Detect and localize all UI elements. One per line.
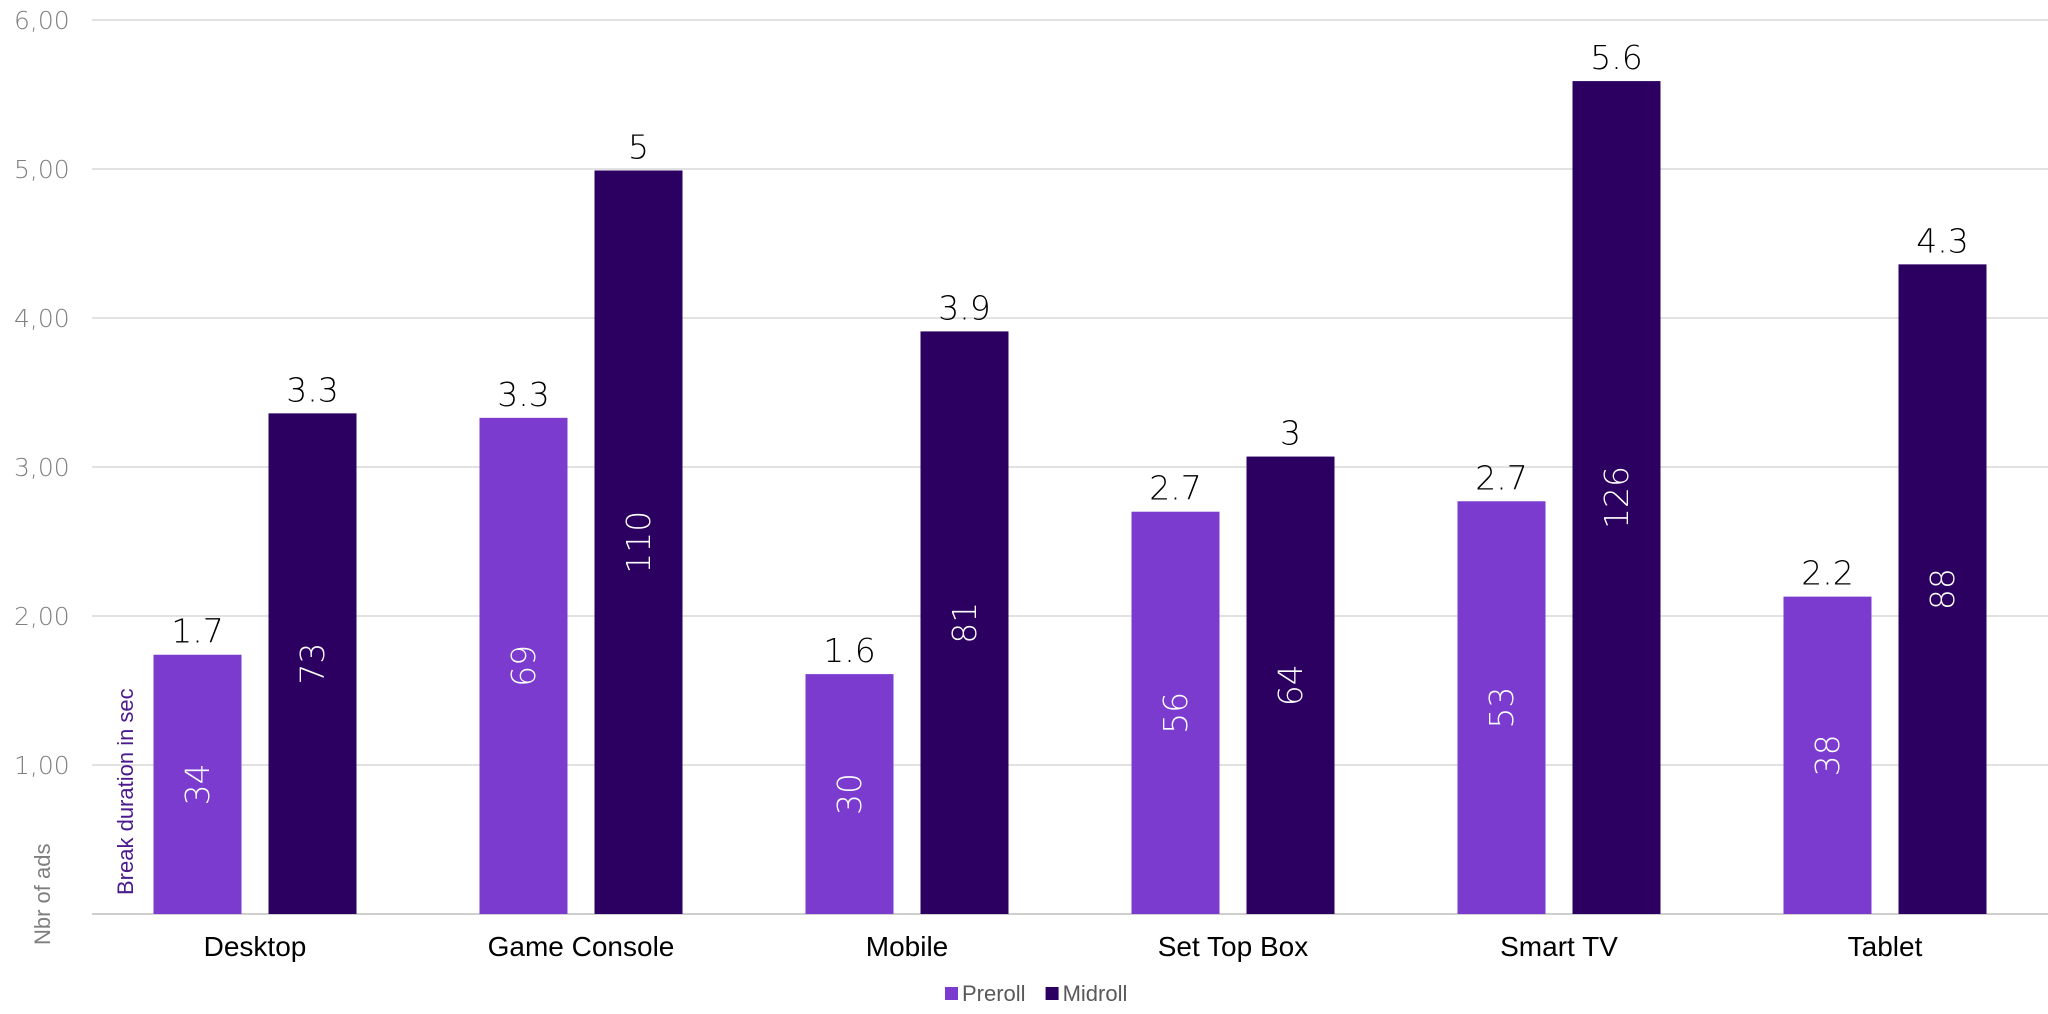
legend-label: Midroll [1063,981,1128,1006]
inner-label: 64 [1271,664,1310,706]
inner-label: 69 [504,645,543,687]
x-tick-label: Game Console [488,931,675,962]
y-axis-ticks: 6,00 5,00 4,00 3,00 2,00 1,00 [14,6,70,780]
data-label: 3 [1280,414,1301,453]
data-label: 3.3 [497,375,549,414]
inner-label: 110 [619,511,658,574]
y-tick-label: 6,00 [14,6,70,35]
data-label: 4.3 [1916,221,1968,260]
x-tick-label: Tablet [1848,931,1923,962]
legend-label: Preroll [962,981,1026,1006]
data-label: 1.7 [171,612,223,651]
bar-preroll [479,417,568,914]
gridlines [92,19,2048,915]
data-label: 2.7 [1475,458,1527,497]
bar-midroll [1572,81,1661,915]
bar-preroll [1131,511,1220,914]
bar-preroll [1457,501,1546,914]
data-label: 1.6 [823,631,875,670]
x-tick-label: Set Top Box [1158,931,1308,962]
data-label: 5.6 [1590,38,1642,77]
y-tick-label: 1,00 [14,751,70,780]
bar-preroll [805,674,894,914]
y-tick-label: 2,00 [14,602,70,631]
bar-midroll [1898,264,1987,914]
inner-label: 38 [1808,734,1847,776]
inner-label: 34 [178,763,217,805]
data-label: 3.9 [938,288,990,327]
y-tick-label: 4,00 [14,304,70,333]
x-axis-labels: Desktop Game Console Mobile Set Top Box Smar… [204,931,1923,962]
data-label: 2.7 [1149,469,1201,508]
bar-preroll [153,654,242,914]
x-tick-label: Desktop [204,931,307,962]
legend: Preroll Midroll [945,981,1127,1006]
legend-swatch [945,987,958,1000]
y-tick-label: 5,00 [14,155,70,184]
bar-midroll [1246,456,1335,914]
y-tick-label: 3,00 [14,453,70,482]
data-label: 5 [628,127,649,166]
inner-label: 30 [830,773,869,815]
inner-label: 81 [945,602,984,644]
legend-swatch [1045,987,1059,1000]
x-tick-label: Mobile [866,931,948,962]
inner-label: 56 [1156,692,1195,734]
inner-label: 53 [1482,687,1521,729]
bar-midroll [920,331,1009,914]
inner-label: 126 [1597,466,1636,529]
data-label: 2.2 [1801,554,1853,593]
y-axis-title: Nbr of ads [30,844,55,946]
secondary-axis-title: Break duration in sec [113,688,138,895]
x-tick-label: Smart TV [1500,931,1618,962]
inner-label: 88 [1923,568,1962,610]
bars: 1.7 34 3.3 73 3.3 69 5 110 1.6 30 3.9 81 2.7 56 3 64 2.7… [153,38,1987,915]
bar-preroll [1783,596,1872,914]
data-label: 3.3 [286,370,338,409]
bar-midroll [594,170,683,915]
inner-label: 73 [293,643,332,685]
bar-midroll [268,413,357,914]
